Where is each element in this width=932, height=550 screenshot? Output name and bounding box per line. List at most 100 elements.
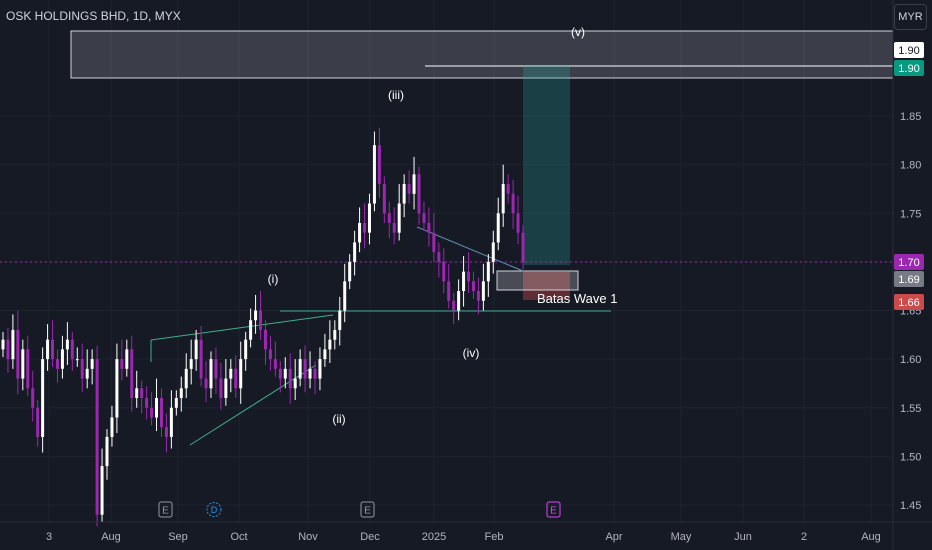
candle <box>145 386 149 420</box>
candle <box>55 349 59 383</box>
earnings-marker[interactable]: E <box>546 501 561 518</box>
wedge-upper-line[interactable] <box>150 314 334 341</box>
candle <box>442 248 446 293</box>
target-zone <box>70 30 894 79</box>
candle <box>437 242 441 278</box>
wave-label-iii: (iii) <box>388 88 404 102</box>
wave-labels: (i) (ii) (iii) (iv) (v) <box>268 25 585 426</box>
x-tick-label: Feb <box>485 531 504 543</box>
candle <box>348 254 352 290</box>
price-tag-label: 1.66 <box>898 297 919 309</box>
candle <box>249 308 253 348</box>
price-tag: 1.69 <box>894 271 924 287</box>
candle <box>244 331 248 371</box>
candles <box>1 127 525 527</box>
candle <box>462 256 466 307</box>
candle <box>387 201 391 239</box>
candle <box>377 127 381 198</box>
candle <box>194 329 198 371</box>
x-tick-label: Dec <box>360 531 380 543</box>
x-tick-label: 3 <box>46 531 52 543</box>
y-tick-label: 1.85 <box>900 111 921 123</box>
price-tag-label: 1.90 <box>898 63 919 75</box>
price-tag-label: 1.69 <box>898 274 919 286</box>
candle <box>51 320 55 367</box>
candle <box>457 279 461 321</box>
price-tag: 1.70 <box>894 254 924 270</box>
price-tag-label: 1.70 <box>898 257 919 269</box>
time-axis[interactable]: 3 Aug Sep Oct Nov Dec 2025 Feb Apr May Jun 2 Aug <box>46 531 881 543</box>
candle <box>105 429 109 480</box>
price-tag: 1.90 <box>894 42 924 58</box>
x-tick-label: May <box>671 531 692 543</box>
price-axis[interactable]: 1.451.501.551.601.651.701.751.801.85 <box>900 111 921 512</box>
candle <box>358 207 362 253</box>
candle <box>496 197 500 251</box>
x-tick-label: Nov <box>298 531 318 543</box>
candle <box>432 213 436 262</box>
candle <box>283 357 287 389</box>
candle <box>333 320 337 350</box>
candle <box>239 341 243 404</box>
candle <box>199 326 203 387</box>
candle <box>169 390 173 449</box>
candle <box>308 351 312 389</box>
candle <box>343 263 347 323</box>
earnings-marker[interactable]: E <box>158 501 173 518</box>
candle <box>278 361 282 393</box>
candle <box>130 335 134 412</box>
candle <box>120 339 124 381</box>
candle <box>115 343 119 434</box>
candle <box>452 292 456 325</box>
x-tick-label: Aug <box>101 531 121 543</box>
candle <box>26 335 30 397</box>
wedge-lower-line[interactable] <box>189 364 317 446</box>
candle <box>60 335 64 379</box>
candle <box>110 405 114 447</box>
candle <box>372 131 376 212</box>
candle <box>293 359 297 400</box>
x-tick-label: 2 <box>801 531 807 543</box>
candle <box>95 345 99 527</box>
candle <box>46 324 50 371</box>
candle <box>467 252 471 293</box>
candle <box>476 277 480 315</box>
candle <box>224 359 228 406</box>
candle <box>318 347 322 391</box>
currency-button[interactable]: MYR <box>894 4 927 30</box>
x-tick-label: Sep <box>168 531 188 543</box>
candle <box>481 263 485 311</box>
candle <box>234 355 238 399</box>
candle <box>16 310 20 395</box>
candle <box>214 347 218 395</box>
candle <box>135 370 139 408</box>
candle <box>412 156 416 210</box>
candle <box>159 388 163 437</box>
candle <box>125 339 129 377</box>
svg-text:E: E <box>162 506 169 517</box>
dividend-marker[interactable]: D <box>206 502 222 517</box>
candle <box>491 230 495 274</box>
y-tick-label: 1.55 <box>900 403 921 415</box>
svg-text:E: E <box>550 506 557 517</box>
candle <box>90 349 94 385</box>
candle <box>155 378 159 432</box>
candle <box>31 370 35 422</box>
candle <box>353 230 357 276</box>
earnings-marker[interactable]: E <box>360 501 375 518</box>
wave-label-iv: (iv) <box>463 346 480 360</box>
candle <box>209 351 213 399</box>
candle <box>516 195 520 245</box>
candle <box>6 328 10 373</box>
candle <box>41 347 45 453</box>
x-tick-label: Jun <box>734 531 752 543</box>
candle <box>164 413 168 453</box>
candle <box>447 263 451 309</box>
candle <box>268 335 272 371</box>
candle <box>179 376 183 412</box>
candle <box>229 359 233 393</box>
candle <box>501 164 505 227</box>
y-tick-label: 1.60 <box>900 354 921 366</box>
candle <box>298 349 302 387</box>
